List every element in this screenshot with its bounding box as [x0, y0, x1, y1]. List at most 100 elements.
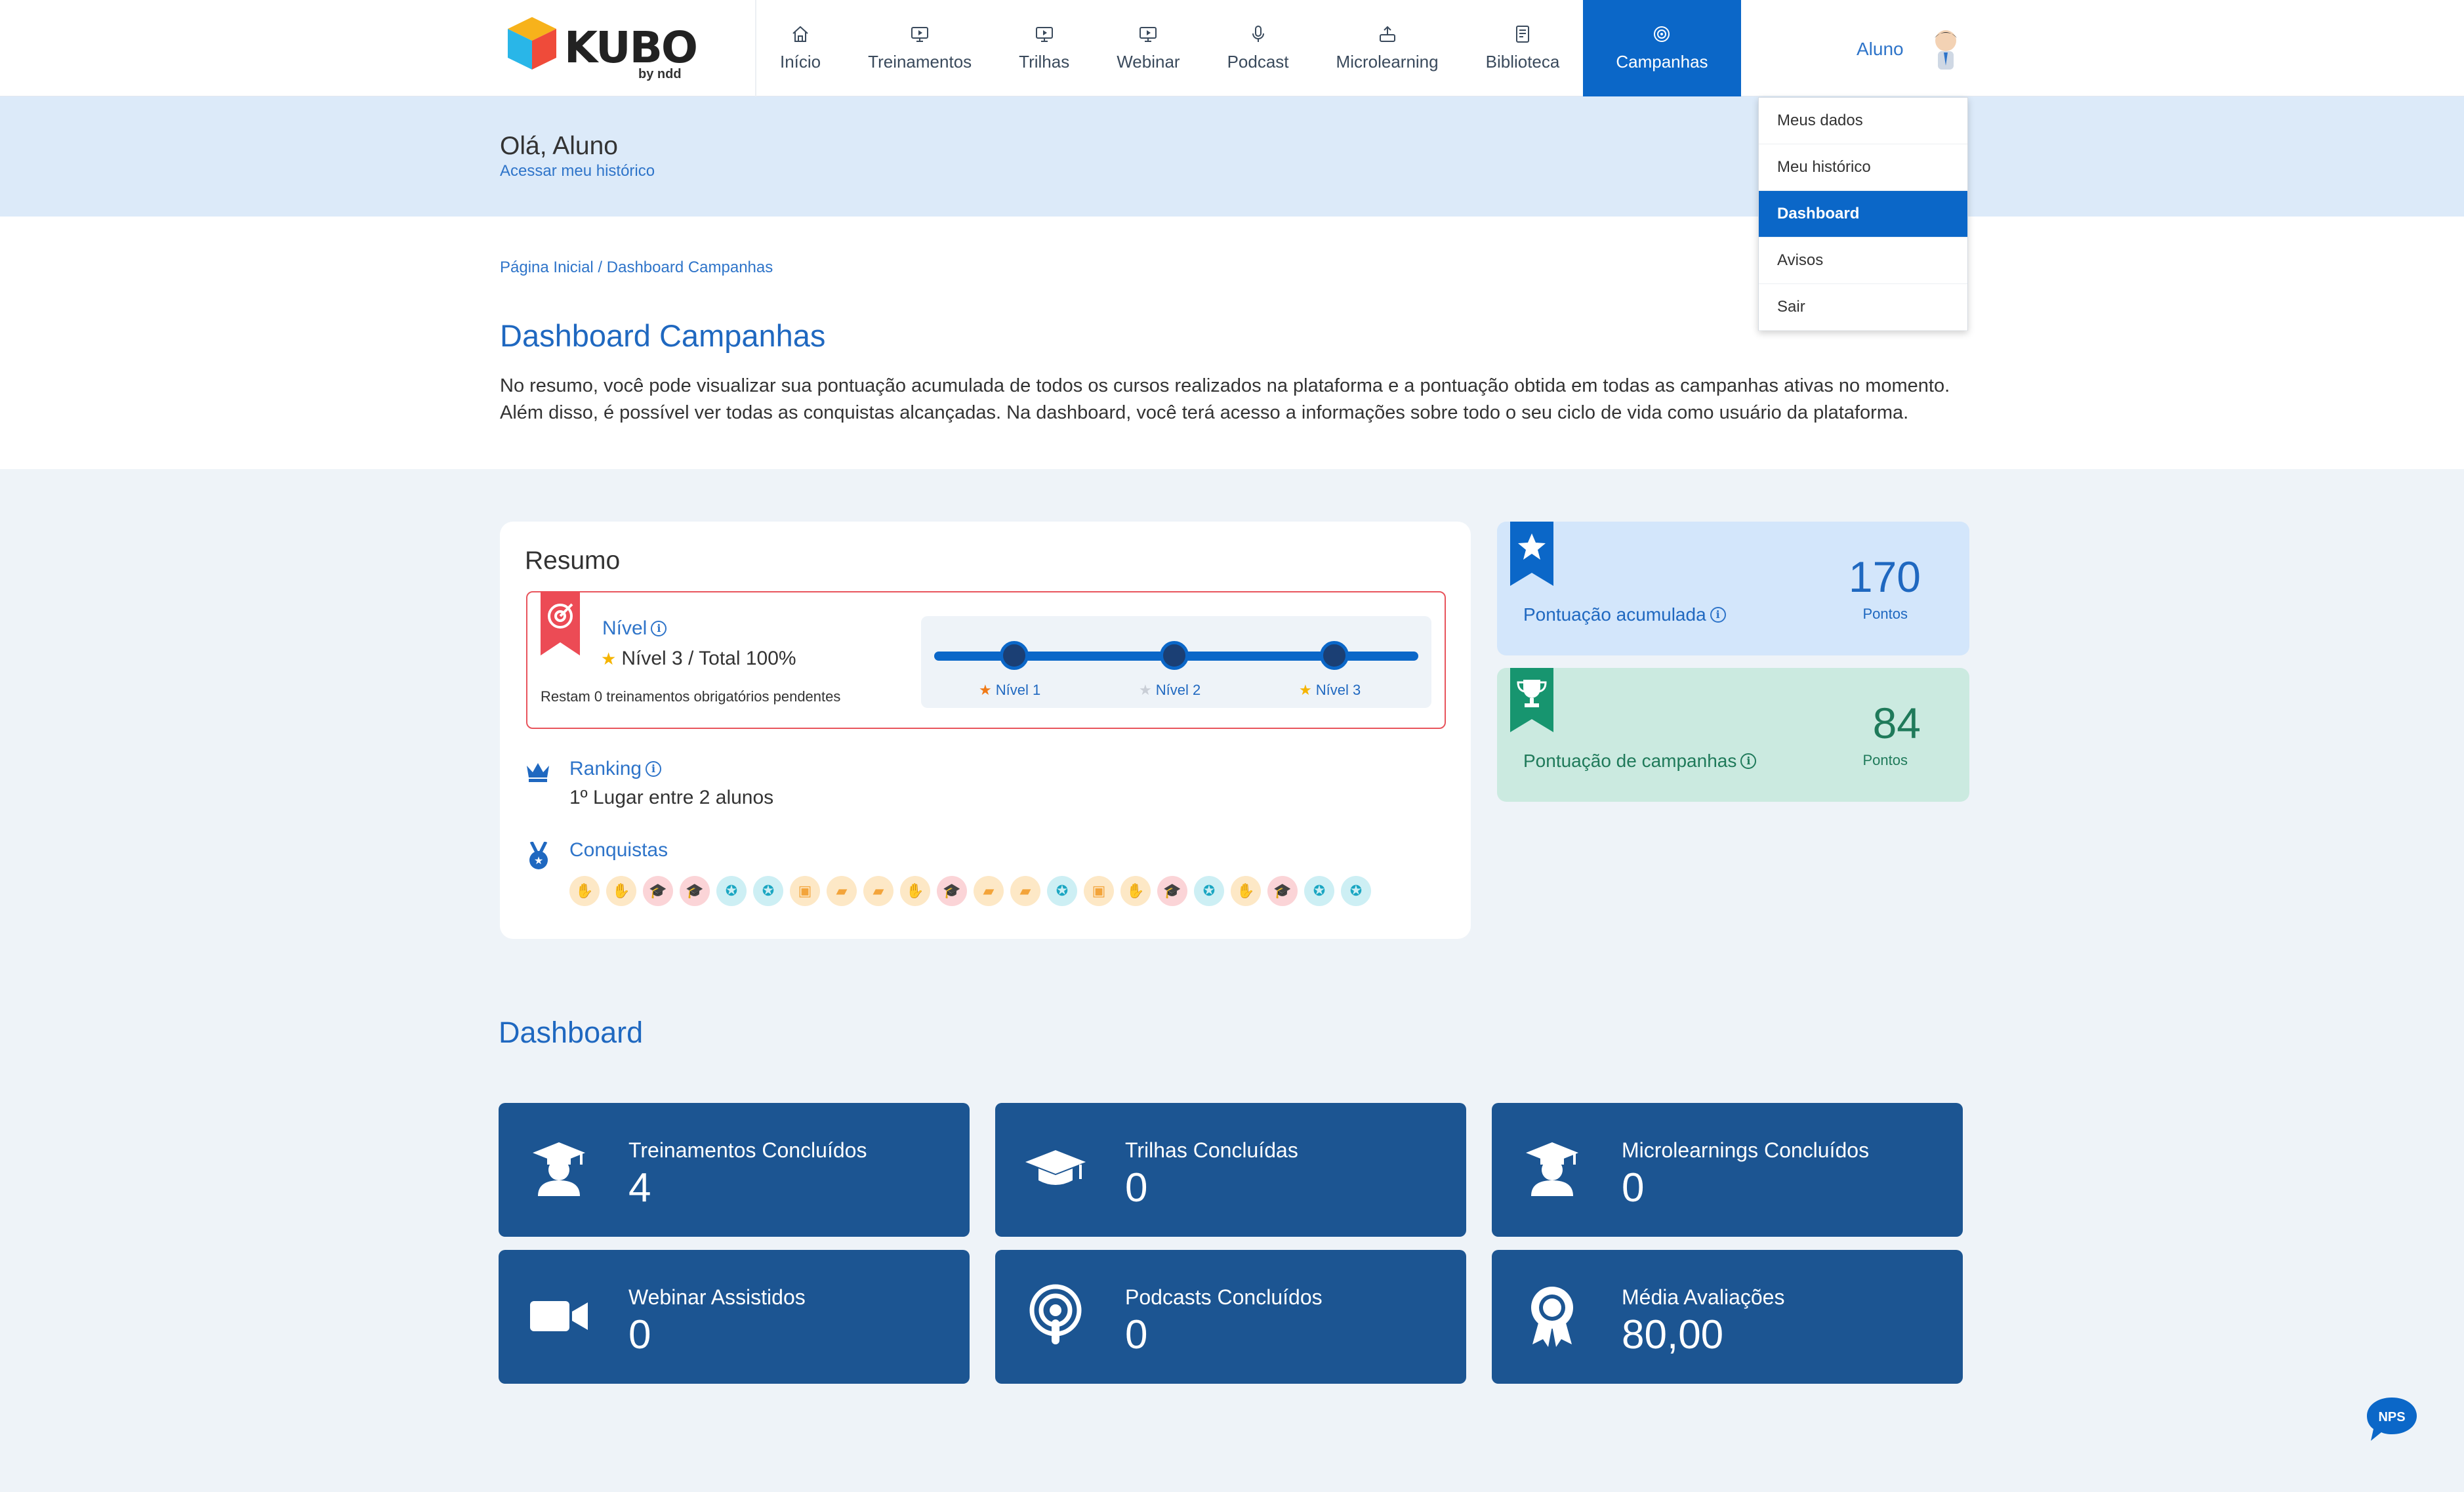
badge-icon[interactable]: ✋	[1231, 876, 1261, 906]
info-icon[interactable]: i	[1740, 753, 1757, 769]
nivel-label: Nível i	[602, 617, 667, 640]
kubo-logo[interactable]: KUBO by ndd	[504, 14, 698, 81]
graduation-badge-icon[interactable]: 🎓	[1157, 876, 1187, 906]
monitor-play-icon	[1035, 27, 1053, 42]
nps-chat-button[interactable]: NPS	[2366, 1395, 2418, 1443]
badge-icon[interactable]: ✋	[900, 876, 930, 906]
nav-biblioteca[interactable]: Biblioteca	[1462, 0, 1584, 96]
tile-media-avaliacoes[interactable]: Média Avaliações 80,00	[1492, 1250, 1963, 1384]
pontuacao-acumulada-value: 170	[1848, 552, 1921, 601]
breadcrumb[interactable]: Página Inicial / Dashboard Campanhas	[500, 259, 773, 276]
dropdown-avisos[interactable]: Avisos	[1759, 238, 1967, 284]
level-label-text: Nível 2	[1155, 682, 1201, 698]
ribbon-badge-icon[interactable]: ✪	[1341, 876, 1371, 906]
user-name[interactable]: Aluno	[1857, 39, 1904, 59]
badge-icon[interactable]: ✋	[569, 876, 600, 906]
ribbon-badge-icon[interactable]: ✪	[716, 876, 747, 906]
conquistas-label: Conquistas	[569, 839, 668, 861]
tile-trilhas[interactable]: Trilhas Concluídas 0	[995, 1103, 1466, 1237]
graduation-cap-icon	[1025, 1150, 1086, 1185]
camera-badge-icon[interactable]: ▣	[1084, 876, 1114, 906]
star-icon: ★	[601, 649, 617, 669]
user-menu[interactable]: Aluno	[1857, 26, 1967, 72]
target-icon	[1654, 26, 1670, 42]
chat-badge-icon[interactable]: ▰	[827, 876, 857, 906]
home-icon	[792, 26, 808, 42]
tile-label: Webinar Assistidos	[628, 1285, 806, 1309]
tile-label: Média Avaliações	[1622, 1285, 1785, 1309]
graduation-badge-icon[interactable]: 🎓	[937, 876, 967, 906]
nivel-value-text: Nível 3 / Total 100%	[621, 648, 796, 669]
nav-treinamentos[interactable]: Treinamentos	[844, 0, 995, 96]
star-icon: ★	[1139, 682, 1152, 698]
info-icon[interactable]: i	[646, 761, 662, 777]
nav-divider	[755, 0, 756, 96]
pontuacao-campanhas-label: Pontuação de campanhas i	[1523, 751, 1757, 772]
graduation-badge-icon[interactable]: 🎓	[1267, 876, 1298, 906]
nivel-subtext: Restam 0 treinamentos obrigatórios pende…	[541, 688, 841, 705]
intro-section: Página Inicial / Dashboard Campanhas Das…	[0, 217, 2464, 469]
nav-label: Podcast	[1227, 52, 1289, 72]
monitor-play-icon	[911, 27, 929, 42]
tile-value: 0	[1622, 1165, 1645, 1211]
page-description: No resumo, você pode visualizar sua pont…	[500, 375, 1950, 423]
level-dot-3	[1320, 641, 1349, 670]
level-label-text: Nível 1	[995, 682, 1041, 698]
tile-label: Microlearnings Concluídos	[1622, 1138, 1870, 1162]
ribbon-badge-icon[interactable]: ✪	[1047, 876, 1077, 906]
monitor-play-icon	[1140, 27, 1157, 42]
nav-microlearning[interactable]: Microlearning	[1313, 0, 1462, 96]
badge-icon[interactable]: ✋	[606, 876, 636, 906]
ribbon-badge-icon[interactable]: ✪	[1194, 876, 1224, 906]
chat-badge-icon[interactable]: ▰	[863, 876, 893, 906]
nav-trilhas[interactable]: Trilhas	[995, 0, 1093, 96]
nav-inicio[interactable]: Início	[756, 0, 844, 96]
nps-label: NPS	[2378, 1410, 2405, 1424]
level-label-3: ★ Nível 3	[1299, 682, 1361, 699]
chat-badge-icon[interactable]: ▰	[1010, 876, 1040, 906]
tile-microlearnings[interactable]: Microlearnings Concluídos 0	[1492, 1103, 1963, 1237]
tile-podcasts[interactable]: Podcasts Concluídos 0	[995, 1250, 1466, 1384]
dropdown-dashboard[interactable]: Dashboard	[1759, 191, 1967, 238]
upload-box-icon	[1379, 26, 1395, 42]
chat-badge-icon[interactable]: ▰	[974, 876, 1004, 906]
history-link[interactable]: Acessar meu histórico	[500, 162, 655, 180]
tile-value: 80,00	[1622, 1312, 1724, 1357]
resumo-card: Resumo Nível i ★ Nível 3 / Total 100% Res…	[500, 522, 1471, 939]
star-icon: ★	[979, 682, 992, 698]
ribbon-badge-icon[interactable]: ✪	[1304, 876, 1334, 906]
greeting-banner: Olá, Aluno Acessar meu histórico	[0, 96, 2464, 217]
logo-word: KUBO	[564, 22, 698, 73]
pontuacao-campanhas-unit: Pontos	[1862, 752, 1908, 768]
dropdown-sair[interactable]: Sair	[1759, 284, 1967, 331]
crown-icon	[527, 763, 549, 782]
nav-webinar[interactable]: Webinar	[1093, 0, 1203, 96]
graduation-badge-icon[interactable]: 🎓	[643, 876, 673, 906]
dropdown-meus-dados[interactable]: Meus dados	[1759, 98, 1967, 144]
camera-badge-icon[interactable]: ▣	[790, 876, 820, 906]
pontuacao-acumulada-unit: Pontos	[1862, 606, 1908, 622]
avatar-icon[interactable]	[1925, 26, 1967, 72]
nav-podcast[interactable]: Podcast	[1204, 0, 1313, 96]
nav-campanhas[interactable]: Campanhas	[1583, 0, 1741, 96]
tile-webinar[interactable]: Webinar Assistidos 0	[499, 1250, 970, 1384]
graduation-badge-icon[interactable]: 🎓	[680, 876, 710, 906]
student-graduate-icon	[1526, 1142, 1578, 1196]
info-icon[interactable]: i	[1710, 607, 1726, 623]
dropdown-meu-historico[interactable]: Meu histórico	[1759, 144, 1967, 191]
badge-icon[interactable]: ✋	[1120, 876, 1151, 906]
nav-label: Campanhas	[1616, 52, 1708, 72]
pontuacao-acumulada-card: Pontuação acumulada i 170 Pontos	[1497, 522, 1969, 655]
conquistas-badges: ✋ ✋ 🎓 🎓 ✪ ✪ ▣ ▰ ▰ ✋ 🎓 ▰ ▰ ✪ ▣ ✋ 🎓 ✪ ✋ 🎓 …	[569, 876, 1378, 906]
tile-label: Trilhas Concluídas	[1125, 1138, 1298, 1162]
info-icon[interactable]: i	[651, 621, 667, 636]
greeting-text: Olá, Aluno	[500, 132, 618, 160]
nav-label: Trilhas	[1019, 52, 1070, 72]
user-dropdown: Meus dados Meu histórico Dashboard Aviso…	[1758, 97, 1968, 331]
ribbon-badge-icon[interactable]: ✪	[753, 876, 783, 906]
level-dot-2	[1160, 641, 1189, 670]
tile-value: 4	[628, 1165, 651, 1211]
podcast-icon	[1029, 1284, 1082, 1344]
tile-treinamentos[interactable]: Treinamentos Concluídos 4	[499, 1103, 970, 1237]
pontuacao-campanhas-value: 84	[1872, 699, 1921, 747]
